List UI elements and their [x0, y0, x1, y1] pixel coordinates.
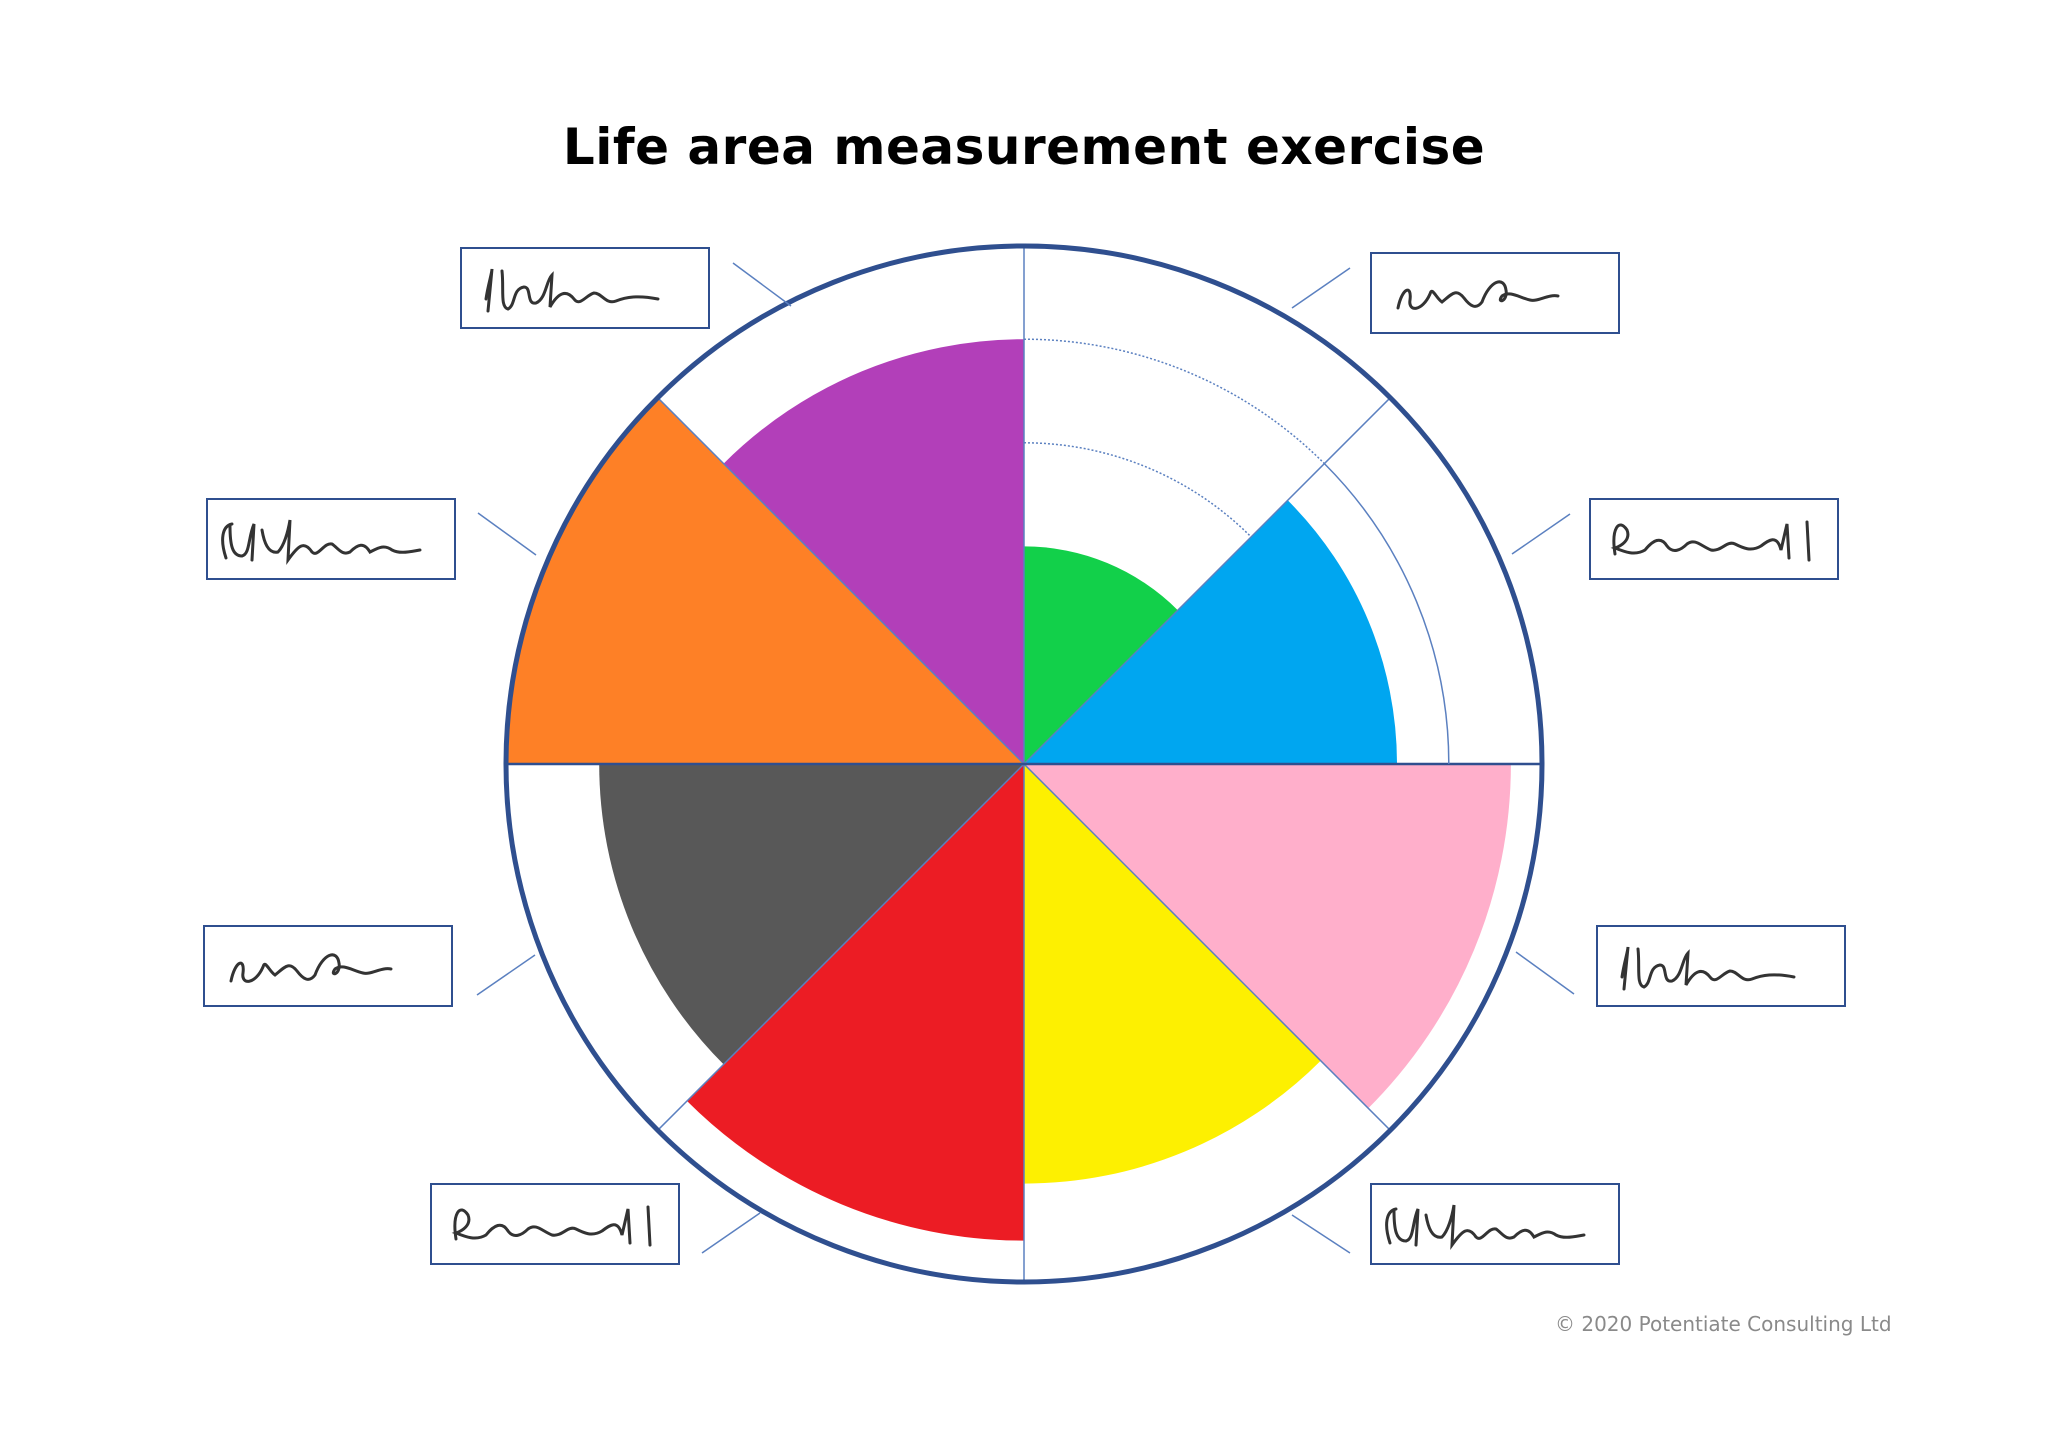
wheel-guide-arc: [1023, 338, 1325, 465]
label-leader-line: [1291, 1214, 1351, 1254]
life-area-label-bottom-left[interactable]: [430, 1183, 680, 1265]
label-leader-line: [477, 512, 537, 556]
wheel-segment-bottom-right-upper[interactable]: [1024, 764, 1511, 1109]
signature-d-icon: [1385, 1204, 1586, 1251]
wheel-outer-ring: [503, 243, 1545, 1285]
label-leader-line: [732, 262, 792, 307]
wheel-spoke: [657, 397, 1025, 765]
signature-b-icon: [229, 953, 393, 983]
label-leader-line: [701, 1212, 761, 1254]
wheel-segment-bottom-right-lower[interactable]: [1024, 764, 1321, 1184]
label-leader-line: [1511, 513, 1571, 555]
signature-c-icon: [451, 1205, 652, 1247]
label-leader-line: [1515, 951, 1575, 995]
wheel-segment-top-left-lower[interactable]: [506, 397, 1024, 764]
life-area-label-left-upper[interactable]: [206, 498, 456, 580]
life-area-label-bottom-right[interactable]: [1370, 1183, 1620, 1265]
copyright-notice: © 2020 Potentiate Consulting Ltd: [1555, 1312, 1892, 1336]
life-area-label-top-left[interactable]: [460, 247, 710, 329]
wheel-segment-top-left-upper[interactable]: [723, 339, 1024, 764]
signature-b-icon: [1396, 280, 1560, 310]
wheel-guide-arc: [1323, 463, 1450, 765]
signature-a-icon: [1620, 946, 1796, 991]
wheel-segment-bottom-left-upper[interactable]: [599, 764, 1024, 1065]
label-leader-lines: [476, 262, 1575, 1254]
signature-a-icon: [484, 268, 660, 313]
life-area-label-right-lower[interactable]: [1596, 925, 1846, 1007]
wheel-segment-top-right-upper[interactable]: [1024, 546, 1178, 764]
wheel-segments: [506, 339, 1511, 1241]
life-area-label-right-upper[interactable]: [1589, 498, 1839, 580]
wheel-segment-top-right-lower[interactable]: [1024, 500, 1397, 764]
wheel-spoke: [1023, 763, 1391, 1131]
label-leader-line: [1291, 267, 1351, 309]
wheel-segment-bottom-left-lower[interactable]: [687, 764, 1024, 1241]
wheel-spoke: [1023, 397, 1391, 765]
label-leader-line: [476, 954, 536, 996]
wheel-spoke: [657, 763, 1025, 1131]
wheel-guide-arc: [1023, 442, 1252, 538]
life-area-label-left-lower[interactable]: [203, 925, 453, 1007]
wheel-guides: [506, 246, 1542, 1282]
page-title: Life area measurement exercise: [562, 118, 1486, 176]
signature-c-icon: [1610, 520, 1811, 562]
life-area-label-top-right[interactable]: [1370, 252, 1620, 334]
signature-d-icon: [221, 519, 422, 566]
